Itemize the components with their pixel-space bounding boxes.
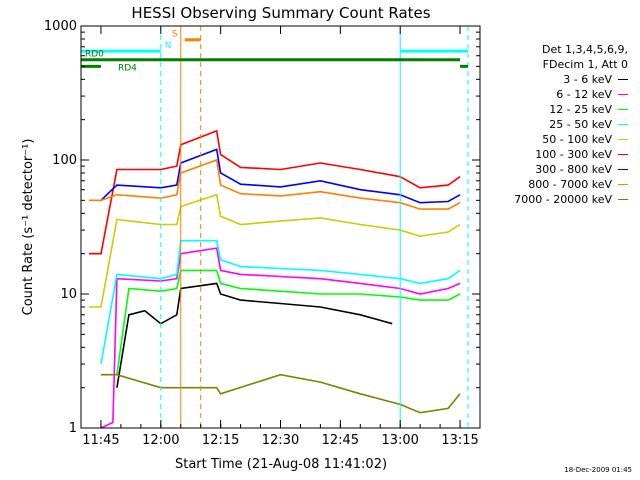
legend-item-0: 3 - 6 keV [458,72,628,87]
x-tick-label-2: 12:15 [202,433,239,448]
legend-swatch-0 [618,78,628,80]
legend-item-5: 100 - 300 keV [458,147,628,162]
legend-item-4: 50 - 100 keV [458,132,628,147]
y-axis-label: Count Rate (s⁻¹ detector⁻¹) [21,139,36,316]
legend-label-6: 300 - 800 keV [535,163,612,176]
legend-label-8: 7000 - 20000 keV [514,193,612,206]
x-tick-label-4: 12:45 [322,433,359,448]
legend-label-7: 800 - 7000 keV [528,178,612,191]
legend-label-2: 12 - 25 keV [549,103,612,116]
series-line-5 [89,129,461,255]
series-line-2 [116,269,461,375]
annotation-label-2: RD0 [85,50,104,60]
legend-item-1: 6 - 12 keV [458,87,628,102]
legend-swatch-3 [618,123,628,125]
x-tick-label-6: 13:15 [441,433,478,448]
x-tick-label-3: 12:30 [262,433,299,448]
x-tick-label-0: 11:45 [82,433,119,448]
legend-swatch-1 [618,93,628,95]
legend: Det 1,3,4,5,6,9, FDecim 1, Att 0 3 - 6 keV… [458,42,628,207]
annotation-label-1: S [172,30,178,40]
series-line-6 [100,148,461,204]
annotation-label-0: N [165,41,172,51]
annotation-label-3: RD4 [118,63,137,73]
series-line-1 [100,247,461,429]
legend-label-4: 50 - 100 keV [542,133,612,146]
y-tick-label-0: 1 [69,421,77,436]
legend-swatch-6 [618,168,628,170]
y-tick-label-3: 1000 [44,19,77,34]
legend-header-1: FDecim 1, Att 0 [542,58,628,71]
legend-header-0: Det 1,3,4,5,6,9, [541,43,628,56]
legend-item-3: 25 - 50 keV [458,117,628,132]
legend-item-6: 300 - 800 keV [458,162,628,177]
legend-item-7: 800 - 7000 keV [458,177,628,192]
legend-swatch-4 [618,138,628,140]
series-line-7 [89,158,461,210]
legend-label-5: 100 - 300 keV [535,148,612,161]
series-line-8 [101,373,461,414]
series-line-0 [116,282,393,388]
y-tick-label-1: 10 [60,287,77,302]
chart-title: HESSI Observing Summary Count Rates [131,4,430,22]
marker-layer: NS RD0 RD4 [81,26,469,428]
legend-swatch-8 [618,198,628,200]
legend-swatch-7 [618,183,628,185]
series-line-4 [89,193,461,308]
legend-item-2: 12 - 25 keV [458,102,628,117]
axes-layer: 11:45 12:00 12:15 12:30 12:45 13:00 13:15 1 10 10… [44,19,481,448]
legend-label-1: 6 - 12 keV [556,88,612,101]
x-axis-label: Start Time (21-Aug-08 11:41:02) [175,457,387,472]
legend-swatch-5 [618,153,628,155]
plot-frame [80,25,481,429]
legend-item-8: 7000 - 20000 keV [458,192,628,207]
legend-label-3: 25 - 50 keV [549,118,612,131]
x-tick-label-1: 12:00 [142,433,179,448]
series-layer [89,129,461,429]
footer-timestamp: 18-Dec-2009 01:45 [564,466,632,474]
y-tick-label-2: 100 [52,153,77,168]
legend-label-0: 3 - 6 keV [563,73,612,86]
series-line-3 [100,239,461,365]
legend-swatch-2 [618,108,628,110]
x-tick-label-5: 13:00 [381,433,418,448]
